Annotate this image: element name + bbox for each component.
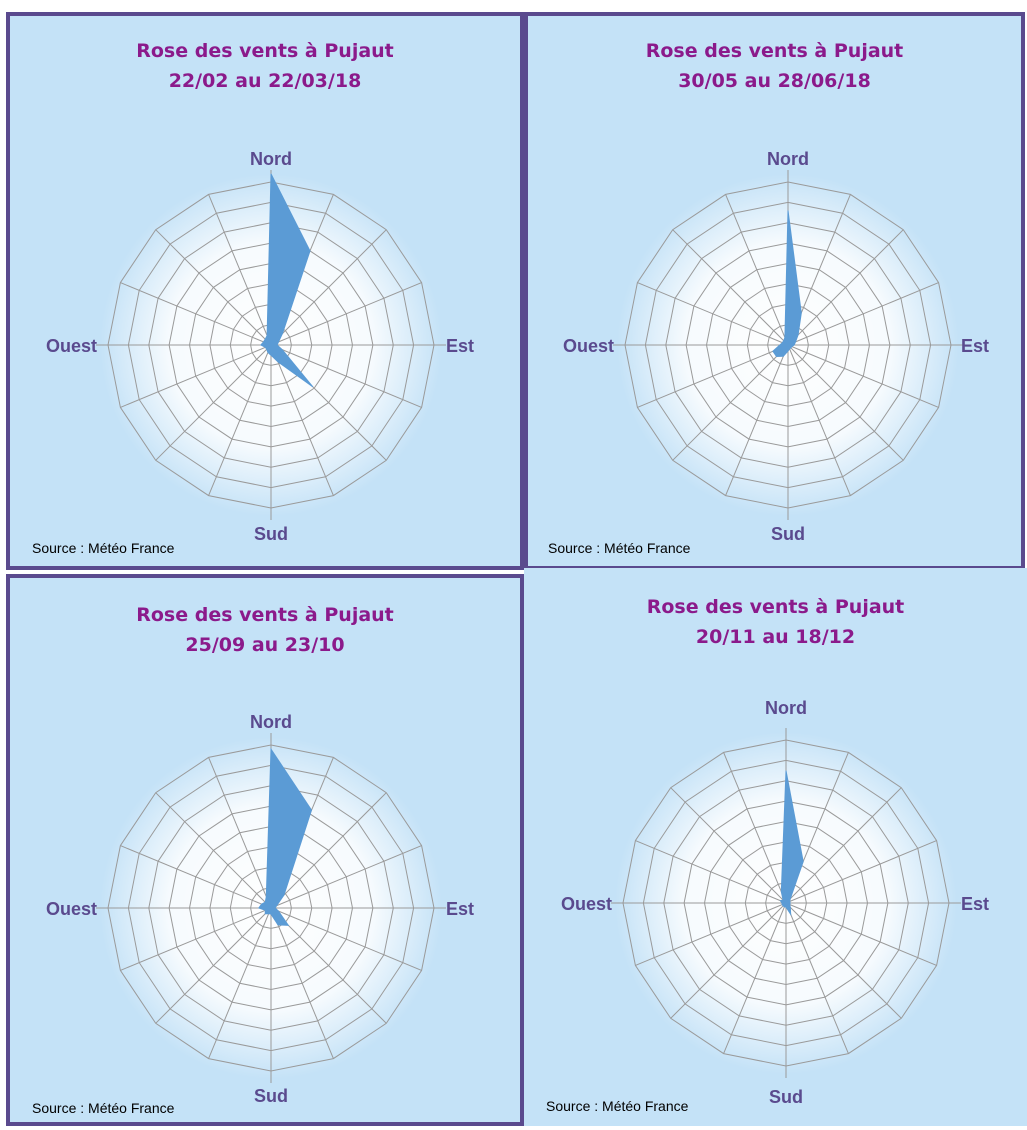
grid-spoke: [785, 902, 902, 1019]
label-south: Sud: [769, 1087, 803, 1107]
grid-spoke: [672, 229, 789, 346]
grid-spoke: [208, 907, 272, 1059]
grid-spoke: [208, 194, 272, 346]
grid-spoke: [208, 344, 272, 496]
grid-spoke: [725, 194, 789, 346]
grid-spoke: [787, 344, 904, 461]
wind-rose-chart: Nord Est Sud Ouest: [563, 149, 989, 544]
chart-title: Rose des vents à Pujaut: [646, 596, 905, 618]
chart-subtitle: 30/05 au 28/06/18: [678, 70, 871, 92]
grid-spoke: [723, 902, 787, 1054]
chart-subtitle: 22/02 au 22/03/18: [168, 70, 362, 92]
grid-spoke: [270, 792, 387, 909]
grid-spoke: [787, 344, 939, 408]
wind-rose-chart: Nord Est Sud Ouest: [46, 149, 474, 544]
grid-spoke: [120, 344, 272, 408]
grid-spoke: [637, 282, 789, 346]
grid-spoke: [787, 229, 904, 346]
chart-title: Rose des vents à Pujaut: [136, 604, 394, 626]
label-east: Est: [446, 336, 474, 356]
grid-spoke: [155, 229, 272, 346]
chart-title: Rose des vents à Pujaut: [645, 40, 904, 62]
grid-spoke: [155, 344, 272, 461]
grid-spoke: [637, 344, 789, 408]
grid-spoke: [270, 344, 422, 408]
chart-subtitle: 20/11 au 18/12: [695, 626, 856, 648]
label-north: Nord: [765, 698, 807, 718]
grid-spoke: [270, 344, 334, 496]
wind-frequency-area: [779, 770, 804, 917]
label-south: Sud: [254, 1086, 288, 1106]
grid-spoke: [635, 840, 787, 904]
grid-spoke: [120, 907, 272, 971]
grid-spoke: [672, 344, 789, 461]
grid-spoke: [785, 902, 937, 966]
grid-spoke: [785, 787, 902, 904]
grid-spoke: [270, 229, 387, 346]
wind-frequency-area: [259, 173, 314, 388]
grid-spoke: [725, 344, 789, 496]
wind-rose-chart: Nord Est Sud Ouest: [561, 698, 989, 1107]
grid-spoke: [270, 907, 422, 971]
label-west: Ouest: [563, 336, 614, 356]
label-south: Sud: [254, 524, 288, 544]
wind-frequency-area: [258, 747, 313, 926]
wind-rose-panel-2: Rose des vents à Pujaut 30/05 au 28/06/1…: [524, 12, 1025, 570]
source-note: Source : Météo France: [32, 540, 175, 556]
wind-rose-chart: Nord Est Sud Ouest: [46, 712, 474, 1106]
grid-spoke: [270, 907, 387, 1024]
grid-spoke: [208, 757, 272, 909]
wind-rose-panel-3: Rose des vents à Pujaut 25/09 au 23/10 N…: [6, 574, 524, 1126]
grid-spoke: [120, 845, 272, 909]
label-east: Est: [446, 899, 474, 919]
grid-spoke: [785, 902, 849, 1054]
grid-spoke: [785, 840, 937, 904]
label-east: Est: [961, 336, 989, 356]
wind-frequency-area: [772, 210, 802, 358]
grid-spoke: [270, 907, 334, 1059]
chart-subtitle: 25/09 au 23/10: [185, 634, 345, 656]
grid-spoke: [270, 282, 422, 346]
label-west: Ouest: [46, 336, 97, 356]
source-note: Source : Météo France: [548, 540, 691, 556]
wind-rose-panel-4: Rose des vents à Pujaut 20/11 au 18/12 N…: [524, 568, 1027, 1126]
grid-spoke: [635, 902, 787, 966]
label-west: Ouest: [561, 894, 612, 914]
label-south: Sud: [771, 524, 805, 544]
grid-spoke: [787, 282, 939, 346]
label-west: Ouest: [46, 899, 97, 919]
grid-spoke: [723, 752, 787, 904]
grid-spoke: [155, 792, 272, 909]
label-north: Nord: [767, 149, 809, 169]
grid-spoke: [270, 845, 422, 909]
source-note: Source : Météo France: [32, 1100, 175, 1116]
source-note: Source : Météo France: [546, 1098, 689, 1114]
grid-spoke: [670, 787, 787, 904]
label-east: Est: [961, 894, 989, 914]
grid-spoke: [670, 902, 787, 1019]
label-north: Nord: [250, 712, 292, 732]
grid-spoke: [787, 344, 851, 496]
grid-spoke: [155, 907, 272, 1024]
grid-spoke: [120, 282, 272, 346]
chart-title: Rose des vents à Pujaut: [136, 40, 394, 62]
label-north: Nord: [250, 149, 292, 169]
wind-rose-panel-1: Rose des vents à Pujaut 22/02 au 22/03/1…: [6, 12, 524, 570]
